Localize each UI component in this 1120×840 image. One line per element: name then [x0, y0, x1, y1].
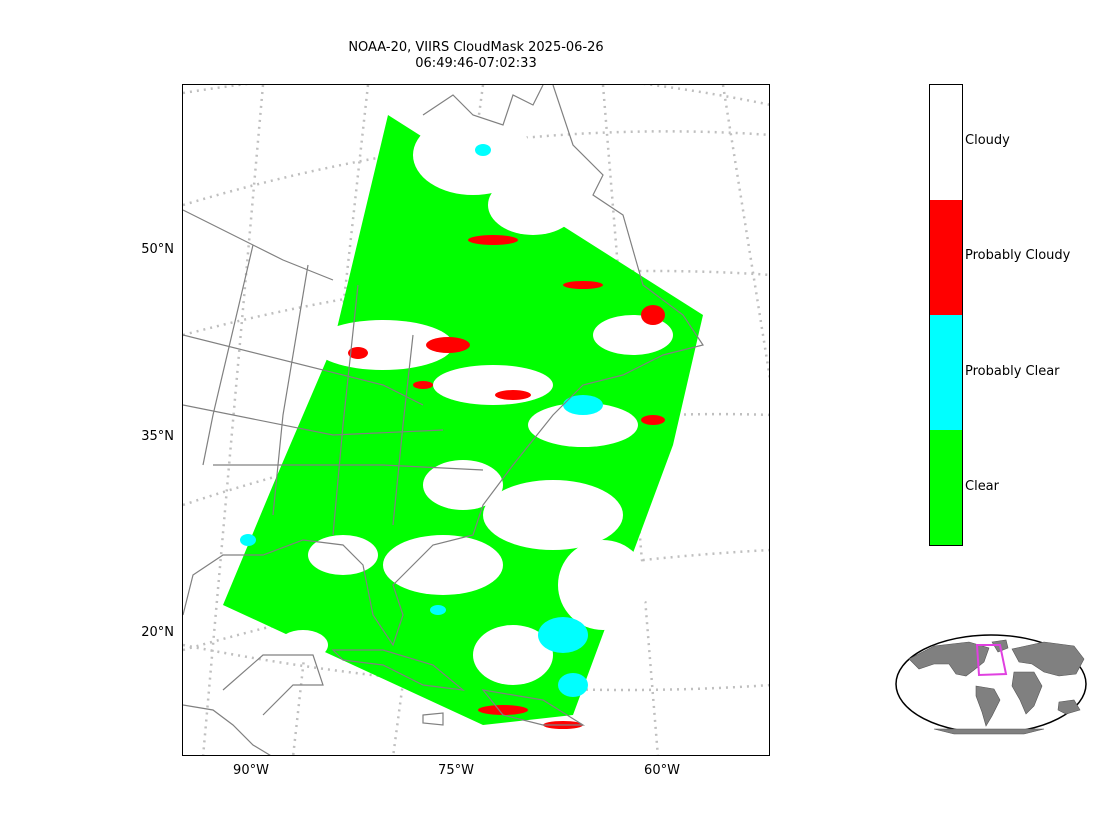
- colorbar-probably-cloudy: [930, 200, 962, 315]
- colorbar-cloudy: [930, 85, 962, 200]
- meridian-line: [201, 85, 265, 755]
- africa: [1011, 671, 1043, 715]
- parallel-line: [183, 85, 769, 106]
- coastlines: [183, 85, 704, 755]
- colorbar-clear: [930, 430, 962, 545]
- coastline: [183, 85, 704, 647]
- state-border: [202, 244, 254, 466]
- state-border: [183, 404, 444, 436]
- meridian-line: [291, 85, 370, 755]
- australia: [1057, 699, 1081, 715]
- lat-label-50n: 50°N: [141, 242, 174, 257]
- north-america: [908, 641, 990, 677]
- lon-label-75w: 75°W: [438, 763, 474, 778]
- probably-cloudy-patches: [348, 235, 665, 729]
- inset-map-canvas: [895, 634, 1087, 735]
- coastline: [422, 85, 544, 126]
- island: [331, 649, 465, 691]
- coastline: [183, 209, 334, 281]
- state-border: [332, 284, 359, 536]
- antarctica: [933, 728, 1045, 735]
- title-line-1: NOAA-20, VIIRS CloudMask 2025-06-26: [348, 40, 604, 55]
- state-border: [213, 464, 484, 471]
- lon-label-60w: 60°W: [644, 763, 680, 778]
- meridian-line: [721, 85, 769, 381]
- europe-asia: [1011, 641, 1085, 677]
- legend-label-clear: Clear: [965, 479, 999, 494]
- map-canvas: [183, 85, 769, 755]
- lat-label-35n: 35°N: [141, 429, 174, 444]
- map-title: NOAA-20, VIIRS CloudMask 2025-06-26 06:4…: [182, 40, 770, 72]
- lon-label-90w: 90°W: [233, 763, 269, 778]
- island: [481, 689, 586, 726]
- south-america: [975, 685, 1001, 727]
- probably-clear-patches: [240, 144, 603, 697]
- legend-label-probably-clear: Probably Clear: [965, 364, 1060, 379]
- parallel-line: [183, 643, 769, 692]
- island: [422, 712, 444, 726]
- inset-world-map: [894, 634, 1090, 740]
- coastline: [222, 654, 324, 716]
- state-border: [392, 334, 414, 526]
- state-border: [183, 334, 424, 406]
- swath: [223, 115, 703, 729]
- colorbar: [929, 84, 963, 546]
- legend-label-cloudy: Cloudy: [965, 133, 1010, 148]
- inset-region-box: [975, 644, 1008, 677]
- colorbar-probably-clear: [930, 315, 962, 430]
- title-line-2: 06:49:46-07:02:33: [415, 56, 537, 71]
- lat-label-20n: 20°N: [141, 625, 174, 640]
- main-map[interactable]: [182, 84, 770, 756]
- legend-label-probably-cloudy: Probably Cloudy: [965, 248, 1071, 263]
- coastline: [183, 704, 271, 755]
- state-border: [272, 264, 309, 516]
